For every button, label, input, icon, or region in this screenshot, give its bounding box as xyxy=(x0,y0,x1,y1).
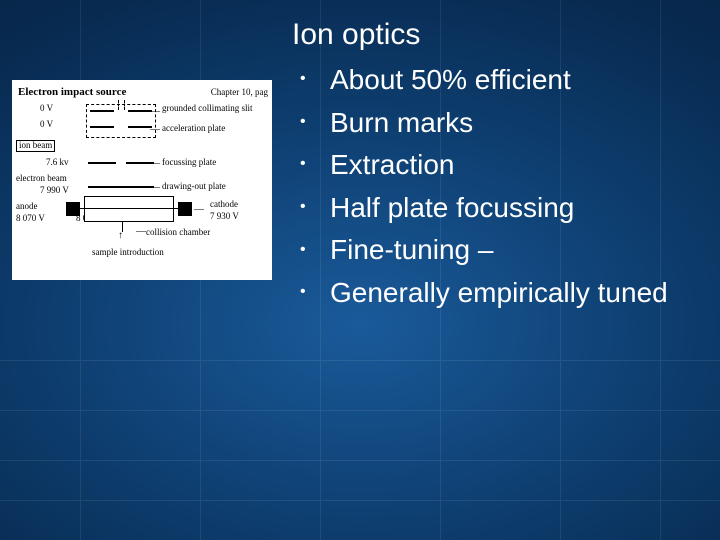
label-acceleration-plate: acceleration plate xyxy=(162,124,225,134)
label-8070v: 8 070 V xyxy=(16,214,45,224)
bullet-item: Half plate focussing xyxy=(298,188,700,229)
label-ion-beam: ion beam xyxy=(16,140,55,152)
label-grounded-slit: grounded collimating slit xyxy=(162,104,253,114)
bullet-list: About 50% efficient Burn marks Extractio… xyxy=(292,60,700,314)
label-0v-mid: 0 V xyxy=(40,120,53,130)
lead-arrow-icon: — xyxy=(136,226,146,237)
label-7930v: 7 930 V xyxy=(210,212,239,222)
figure-title: Electron impact source xyxy=(18,86,126,98)
label-sample-intro: sample introduction xyxy=(92,248,164,258)
figure-diagram: 0 V 0 V ion beam 7.6 kv electron beam 7 … xyxy=(18,104,268,264)
label-electron-beam: electron beam xyxy=(16,174,67,184)
label-7-6kv: 7.6 kv xyxy=(46,158,69,168)
slide: Electron impact source Chapter 10, pag 0… xyxy=(0,0,720,540)
bullet-item: Extraction xyxy=(298,145,700,186)
lead-arrow-icon: — xyxy=(150,158,160,169)
bullet-item: Fine-tuning – xyxy=(298,230,700,271)
lead-arrow-icon: — xyxy=(150,124,160,135)
label-anode: anode xyxy=(16,202,38,212)
content-area: Ion optics About 50% efficient Burn mark… xyxy=(292,18,700,316)
label-collision-chamber: collision chamber xyxy=(146,228,210,238)
figure-panel: Electron impact source Chapter 10, pag 0… xyxy=(12,80,272,280)
label-focussing-plate: focussing plate xyxy=(162,158,216,168)
figure-chapter-ref: Chapter 10, pag xyxy=(211,88,268,98)
bullet-item: Generally empirically tuned xyxy=(298,273,700,314)
lead-arrow-icon: — xyxy=(150,182,160,193)
lead-arrow-icon: — xyxy=(194,204,204,215)
bullet-item: Burn marks xyxy=(298,103,700,144)
label-drawing-out: drawing-out plate xyxy=(162,182,226,192)
label-7990v: 7 990 V xyxy=(40,186,69,196)
lead-arrow-icon: — xyxy=(150,106,160,117)
label-0v-top: 0 V xyxy=(40,104,53,114)
label-cathode: cathode xyxy=(210,200,238,210)
slide-heading: Ion optics xyxy=(292,18,700,52)
bullet-item: About 50% efficient xyxy=(298,60,700,101)
